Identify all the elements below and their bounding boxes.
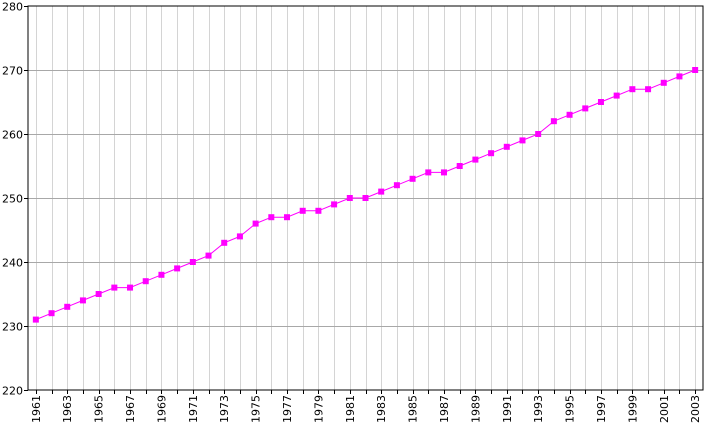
data-point — [331, 201, 338, 208]
x-tick-label: 1961 — [30, 395, 43, 423]
y-axis: 220 230 240 250 260 270 280 — [2, 1, 28, 398]
data-point — [472, 156, 479, 163]
data-point — [158, 271, 165, 278]
data-point — [456, 163, 463, 169]
x-tick-label: 1983 — [375, 395, 388, 423]
data-point — [645, 86, 652, 93]
x-tick-label: 1987 — [438, 395, 451, 423]
data-point — [660, 79, 667, 86]
x-tick-label: 1973 — [218, 395, 231, 423]
data-point — [221, 239, 228, 246]
x-tick-label: 1967 — [124, 395, 137, 423]
data-point — [205, 252, 212, 259]
data-point — [284, 214, 291, 221]
x-tick-label: 2003 — [689, 395, 702, 423]
x-tick-label: 1977 — [281, 395, 294, 423]
data-point — [48, 310, 55, 317]
x-tick-label: 1963 — [61, 395, 74, 423]
x-tick-label: 1997 — [595, 395, 608, 423]
y-tick-label: 280 — [2, 1, 23, 14]
data-point — [299, 207, 306, 214]
x-tick-label: 1989 — [469, 395, 482, 423]
data-point — [676, 73, 683, 80]
x-tick-label: 1995 — [564, 395, 577, 423]
data-point — [236, 233, 243, 240]
data-point — [597, 99, 604, 105]
data-point — [488, 150, 495, 157]
y-tick-label: 230 — [2, 321, 23, 334]
x-tick-label: 1993 — [532, 395, 545, 423]
data-point — [550, 118, 557, 125]
data-point — [32, 316, 39, 323]
data-point — [440, 169, 447, 176]
x-tick-label: 1999 — [626, 395, 639, 423]
data-point — [409, 175, 416, 182]
data-point — [346, 195, 353, 201]
x-tick-label: 1979 — [312, 395, 325, 423]
data-point — [268, 214, 275, 221]
x-tick-label: 1969 — [155, 395, 168, 423]
data-point — [692, 67, 699, 73]
y-tick-label: 250 — [2, 193, 23, 206]
data-point — [252, 220, 259, 227]
data-point — [127, 284, 134, 291]
data-point — [142, 278, 149, 285]
y-tick-label: 220 — [2, 385, 23, 398]
data-point — [189, 259, 196, 265]
x-tick-label: 1985 — [407, 395, 420, 423]
data-point — [378, 188, 385, 195]
y-tick-label: 270 — [2, 65, 23, 78]
data-point — [519, 137, 526, 144]
data-series — [32, 67, 699, 323]
x-tick-label: 1975 — [250, 395, 263, 423]
data-point — [566, 111, 573, 118]
series-layer — [32, 67, 699, 323]
x-tick-label: 1991 — [501, 395, 514, 423]
data-point — [111, 284, 118, 291]
x-axis: 1961 1963 1965 1967 1969 1971 1973 1975 1977 1979… — [30, 390, 702, 423]
y-tick-label: 260 — [2, 129, 23, 142]
x-tick-label: 1981 — [344, 395, 357, 423]
x-tick-label: 2001 — [658, 395, 671, 423]
data-point — [503, 143, 510, 150]
data-point — [174, 265, 181, 272]
y-tick-label: 240 — [2, 257, 23, 270]
data-point — [613, 92, 620, 99]
data-point — [95, 291, 102, 297]
x-tick-label: 1971 — [187, 395, 200, 423]
data-point — [64, 303, 71, 310]
data-point — [629, 86, 636, 93]
data-point — [535, 131, 542, 137]
x-tick-label: 1965 — [93, 395, 106, 423]
data-point — [79, 297, 86, 304]
data-point — [362, 195, 369, 201]
data-point — [393, 182, 400, 189]
data-point — [582, 105, 589, 112]
data-point — [315, 207, 322, 214]
data-point — [425, 169, 432, 176]
